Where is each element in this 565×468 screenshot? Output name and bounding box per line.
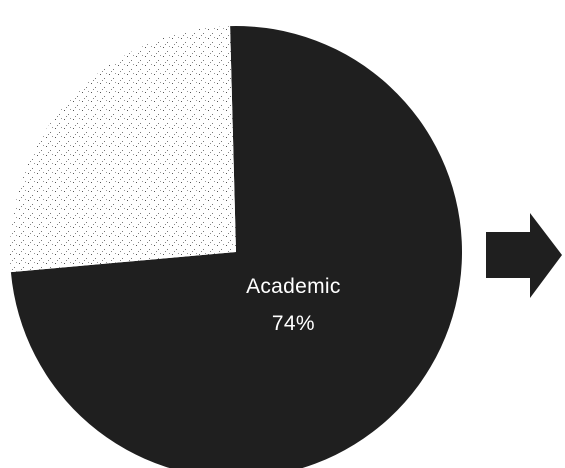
- pie-slice-academic: [10, 26, 462, 468]
- pie-labels: Academic 74%: [246, 275, 341, 335]
- slice-label: Academic: [246, 275, 341, 298]
- pie-slices: [9, 26, 462, 468]
- right-arrow-icon: [486, 213, 562, 298]
- slice-value-label: 74%: [272, 312, 315, 335]
- pie-slice-1: [9, 26, 236, 273]
